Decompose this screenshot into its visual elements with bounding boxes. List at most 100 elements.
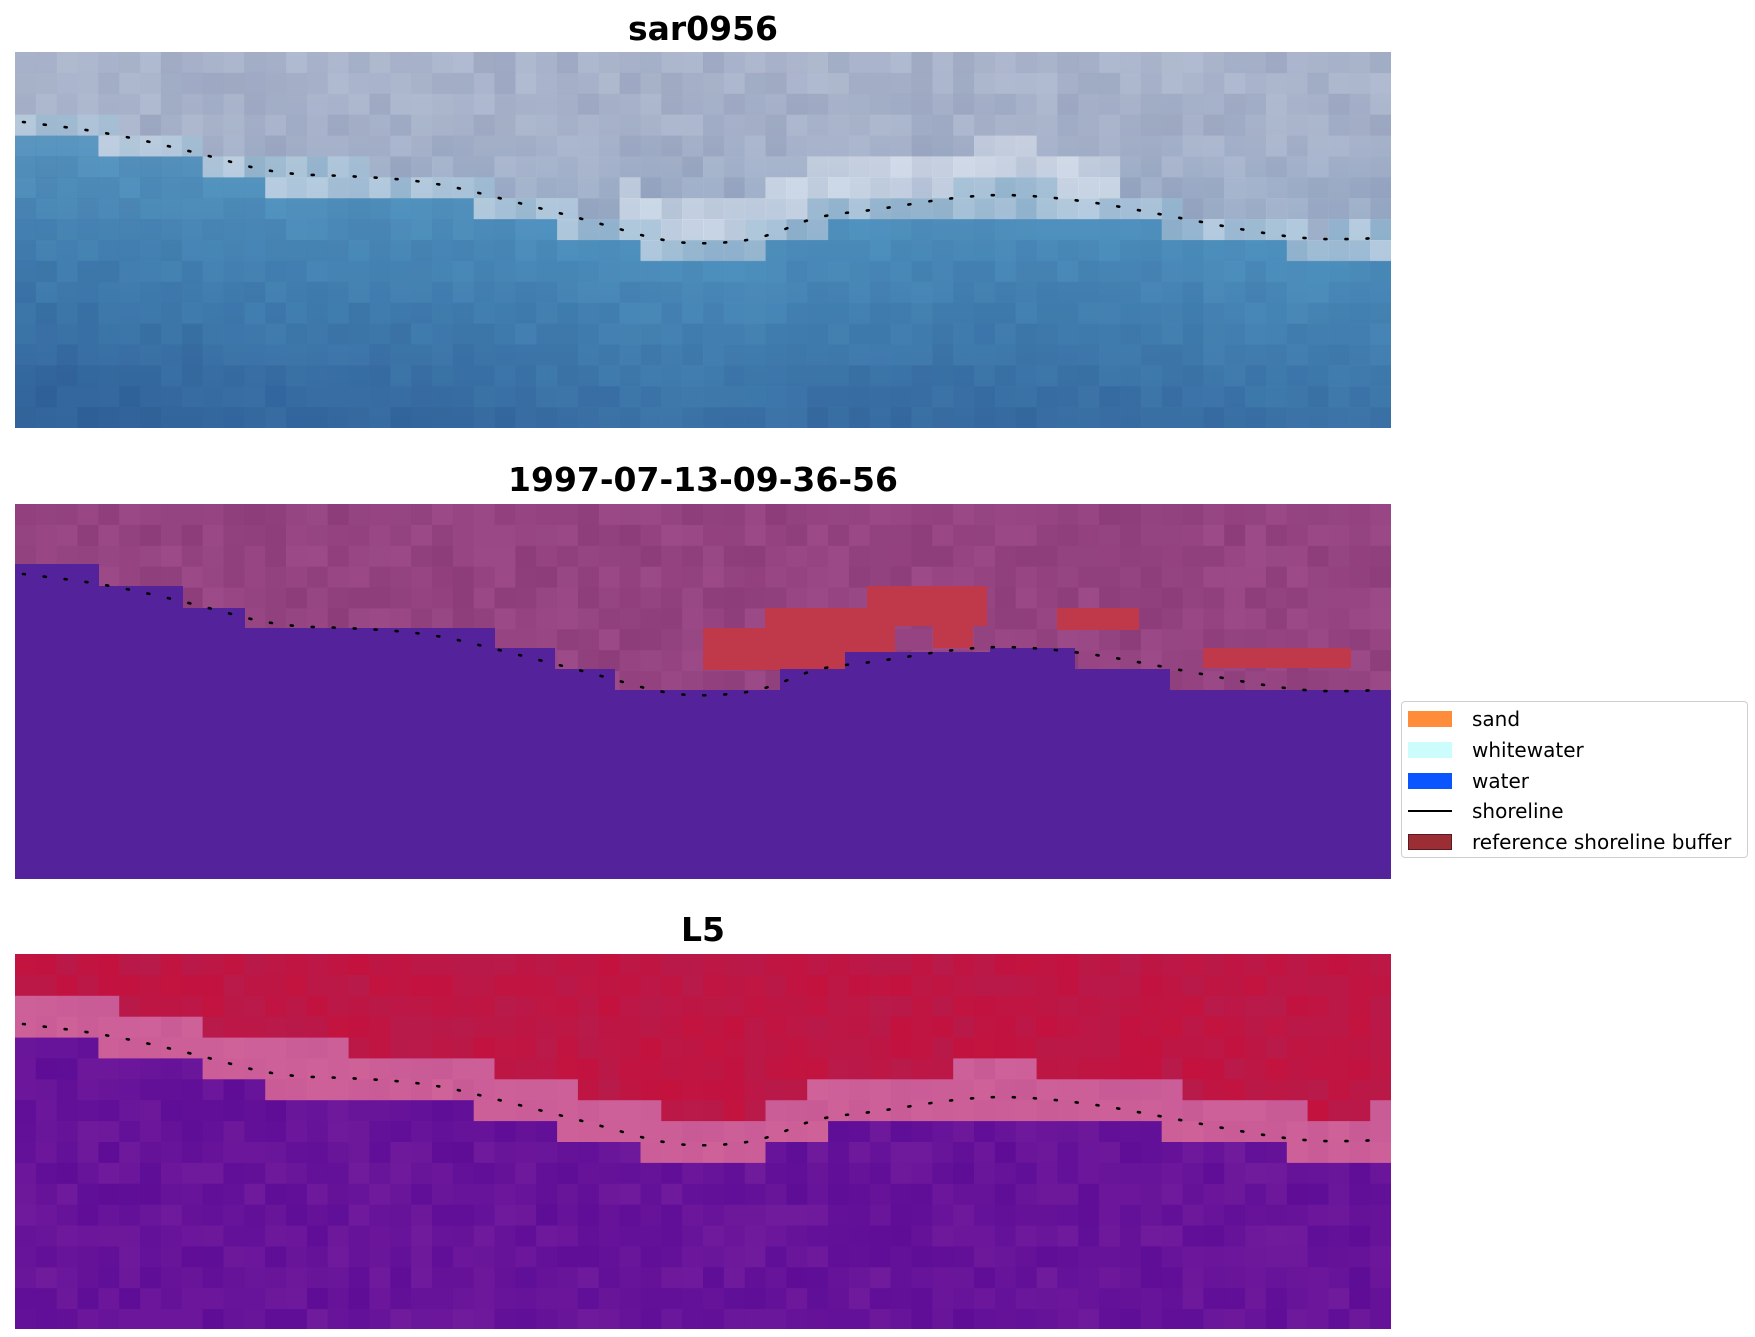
image-pixel <box>452 260 475 283</box>
image-pixel <box>390 1100 412 1122</box>
image-pixel <box>432 545 454 568</box>
image-pixel <box>619 344 641 366</box>
image-pixel <box>1203 671 1225 693</box>
image-pixel <box>119 135 141 158</box>
image-pixel <box>536 954 558 976</box>
image-pixel <box>473 524 496 547</box>
image-pixel <box>807 504 829 526</box>
image-pixel <box>1140 302 1163 325</box>
image-pixel <box>1286 954 1309 976</box>
image-pixel <box>1245 566 1267 589</box>
image-pixel <box>1161 504 1184 526</box>
image-pixel <box>974 566 996 589</box>
image-pixel <box>557 365 579 387</box>
image-pixel <box>557 177 579 199</box>
image-pixel <box>536 1121 558 1143</box>
shoreline-line <box>21 1022 1387 1147</box>
image-pixel <box>557 72 579 95</box>
image-pixel <box>1370 629 1391 651</box>
image-pixel <box>557 504 579 526</box>
image-pixel <box>598 1309 621 1329</box>
image-pixel <box>1140 1058 1163 1080</box>
image-pixel <box>828 974 850 997</box>
image-pixel <box>202 260 224 283</box>
image-pixel <box>473 177 496 199</box>
image-pixel <box>661 135 683 158</box>
image-pixel <box>452 995 475 1018</box>
image-pixel <box>536 1204 558 1227</box>
image-pixel <box>828 954 850 976</box>
image-pixel <box>1078 1142 1100 1164</box>
image-pixel <box>390 1267 412 1289</box>
image-pixel <box>577 365 600 387</box>
image-pixel <box>994 1079 1017 1101</box>
image-pixel <box>327 281 350 304</box>
image-pixel <box>327 608 350 630</box>
image-pixel <box>640 240 662 262</box>
image-pixel <box>1349 114 1371 137</box>
image-pixel <box>286 344 308 366</box>
legend-item-shoreline: shoreline <box>1408 798 1564 824</box>
image-pixel <box>265 114 287 137</box>
image-pixel <box>953 407 975 428</box>
image-pixel <box>1307 240 1329 262</box>
image-pixel <box>640 954 662 976</box>
image-pixel <box>1307 386 1329 408</box>
image-pixel <box>1099 93 1121 116</box>
image-pixel <box>994 407 1017 428</box>
image-pixel <box>640 260 662 283</box>
image-pixel <box>369 177 391 199</box>
image-pixel <box>640 344 662 366</box>
image-pixel <box>411 260 433 283</box>
image-pixel <box>557 1121 579 1143</box>
image-pixel <box>1161 323 1184 346</box>
image-pixel <box>77 135 99 158</box>
image-pixel <box>432 240 454 262</box>
image-pixel <box>390 504 412 526</box>
image-pixel <box>723 1037 746 1060</box>
image-pixel <box>119 995 141 1018</box>
image-pixel <box>1349 52 1371 74</box>
image-pixel <box>723 72 746 95</box>
image-pixel <box>1099 566 1121 589</box>
image-pixel <box>1349 240 1371 262</box>
image-pixel <box>265 587 287 610</box>
image-pixel <box>807 323 829 346</box>
image-pixel <box>1265 1016 1288 1039</box>
image-pixel <box>1057 995 1079 1018</box>
image-pixel <box>286 1142 308 1164</box>
image-pixel <box>452 954 475 976</box>
image-pixel <box>244 198 266 220</box>
image-pixel <box>286 281 308 304</box>
image-pixel <box>494 545 516 568</box>
image-pixel <box>244 504 266 526</box>
image-pixel <box>994 1058 1017 1080</box>
image-pixel <box>348 1058 370 1080</box>
image-pixel <box>848 344 871 366</box>
image-pixel <box>1370 671 1391 693</box>
image-pixel <box>807 1225 829 1248</box>
image-pixel <box>1224 1204 1246 1227</box>
image-pixel <box>160 240 183 262</box>
image-pixel <box>536 281 558 304</box>
image-pixel <box>1161 114 1184 137</box>
image-pixel <box>348 198 370 220</box>
image-pixel <box>56 52 79 74</box>
image-pixel <box>1286 240 1309 262</box>
image-pixel <box>452 365 475 387</box>
image-pixel <box>98 1267 120 1289</box>
image-pixel <box>181 1267 204 1289</box>
image-pixel <box>265 344 287 366</box>
image-pixel <box>119 386 141 408</box>
image-pixel <box>473 954 496 976</box>
image-pixel <box>911 323 933 346</box>
image-pixel <box>306 177 329 199</box>
image-pixel <box>932 93 954 116</box>
image-pixel <box>1224 1225 1246 1248</box>
image-pixel <box>577 587 600 610</box>
image-pixel <box>286 1204 308 1227</box>
image-pixel <box>1161 954 1184 976</box>
image-pixel <box>265 1079 287 1101</box>
legend-item-sand: sand <box>1408 706 1520 732</box>
image-pixel <box>828 1225 850 1248</box>
